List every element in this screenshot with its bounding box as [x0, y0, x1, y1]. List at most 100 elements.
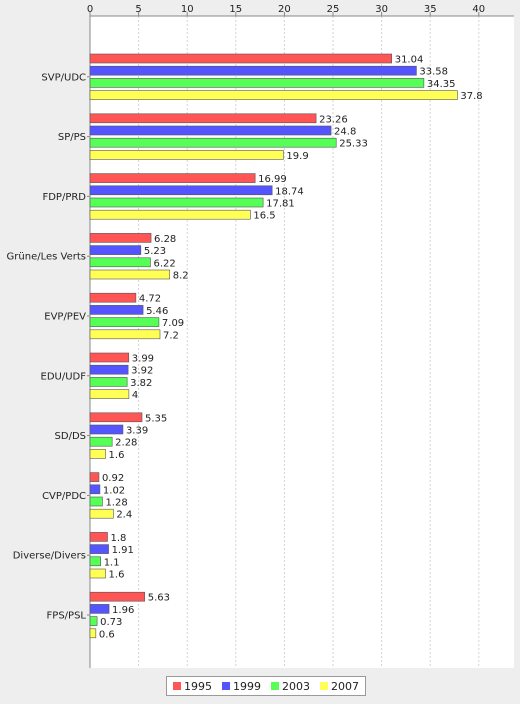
bar — [89, 329, 161, 340]
data-label: 31.04 — [395, 55, 424, 66]
bar — [89, 78, 425, 88]
bar — [89, 424, 124, 435]
data-label: 2.4 — [116, 510, 132, 521]
bar — [89, 113, 317, 124]
bar — [89, 125, 332, 136]
legend-item-1995: 1995 — [173, 680, 212, 693]
legend-label-1999: 1999 — [233, 679, 261, 693]
category-label: EDU/UDF — [41, 371, 87, 382]
x-tick-label: 20 — [278, 4, 291, 15]
data-label: 1.28 — [105, 498, 127, 509]
bar — [89, 317, 160, 327]
category-label: SD/DS — [55, 431, 86, 442]
bar — [89, 532, 108, 542]
bar — [89, 150, 284, 160]
legend-item-2003: 2003 — [271, 680, 310, 693]
x-tick-label: 40 — [472, 4, 485, 15]
y-axis: SVP/UDC SP/PS FDP/PRD Grüne/Les Verts EVP/PE… — [7, 16, 91, 668]
category-label: Grüne/Les Verts — [7, 252, 86, 263]
bar — [89, 628, 97, 639]
legend-item-2007: 2007 — [320, 680, 359, 693]
data-label: 5.63 — [148, 593, 170, 604]
x-tick-label: 35 — [424, 4, 437, 15]
data-label: 0.92 — [102, 473, 124, 484]
data-label: 1.6 — [109, 450, 125, 461]
bar — [89, 449, 106, 459]
legend-label-2007: 2007 — [331, 679, 359, 693]
bar — [89, 364, 129, 375]
data-label: 5.23 — [144, 246, 166, 257]
category-label: SP/PS — [58, 132, 86, 143]
bar — [89, 65, 417, 76]
data-label: 4 — [132, 390, 138, 401]
x-tick-label: 10 — [181, 4, 194, 15]
data-label: 0.6 — [99, 629, 115, 640]
bar — [89, 53, 393, 64]
bar — [89, 484, 101, 495]
bar — [89, 377, 128, 387]
data-label: 25.33 — [339, 139, 368, 150]
data-label: 5.46 — [146, 306, 168, 317]
data-label: 37.8 — [460, 91, 482, 102]
data-label: 7.2 — [163, 330, 179, 341]
category-label: FDP/PRD — [42, 192, 86, 203]
legend-swatch-2007 — [320, 682, 328, 690]
data-label: 4.72 — [139, 294, 161, 305]
category-label: Diverse/Divers — [13, 551, 86, 562]
bar — [89, 137, 337, 148]
bar — [89, 616, 98, 626]
data-label: 23.26 — [319, 114, 348, 125]
plot-area — [90, 16, 514, 668]
legend-label-2003: 2003 — [282, 679, 310, 693]
data-label: 17.81 — [266, 199, 295, 210]
data-label: 16.5 — [253, 211, 275, 222]
category-label: CVP/PDC — [42, 491, 86, 502]
bar — [89, 173, 256, 183]
category-label: SVP/UDC — [41, 72, 86, 83]
data-label: 6.28 — [154, 234, 176, 245]
data-label: 5.35 — [145, 413, 167, 424]
bar — [89, 305, 144, 315]
data-label: 19.9 — [286, 151, 308, 162]
data-label: 16.99 — [258, 174, 287, 185]
bar — [89, 269, 171, 280]
bar — [89, 568, 106, 579]
bar — [89, 591, 146, 602]
data-label: 34.35 — [427, 79, 456, 90]
x-tick-label: 15 — [229, 4, 242, 15]
legend-swatch-1995 — [173, 682, 181, 690]
data-label: 0.73 — [100, 617, 122, 628]
legend-swatch-1999 — [222, 682, 230, 690]
bar — [89, 245, 142, 255]
category-label: EVP/PEV — [44, 312, 86, 323]
bar — [89, 389, 130, 399]
bar — [89, 508, 114, 519]
bar — [89, 544, 109, 554]
data-label: 1.6 — [109, 570, 125, 581]
x-tick-label: 25 — [327, 4, 340, 15]
data-label: 1.1 — [104, 557, 120, 568]
data-label: 1.96 — [112, 605, 134, 616]
bar — [89, 436, 113, 447]
bar — [89, 209, 251, 220]
category-label: FPS/PSL — [47, 611, 87, 622]
x-tick-label: 0 — [87, 4, 93, 15]
data-label: 8.2 — [173, 271, 189, 282]
bar — [89, 233, 152, 243]
bar — [89, 257, 151, 268]
bar — [89, 472, 100, 482]
x-tick-label: 5 — [135, 4, 141, 15]
data-label: 1.8 — [110, 533, 126, 544]
x-axis: 0 5 10 15 20 25 30 35 40 — [87, 4, 514, 17]
legend-label-1995: 1995 — [184, 679, 212, 693]
legend: 1995 1999 2003 2007 — [166, 676, 366, 696]
x-tick-label: 30 — [375, 4, 388, 15]
data-label: 2.28 — [115, 438, 137, 449]
bar — [89, 412, 143, 423]
data-label: 3.99 — [132, 354, 154, 365]
data-label: 6.22 — [153, 258, 175, 269]
data-label: 18.74 — [275, 186, 304, 197]
